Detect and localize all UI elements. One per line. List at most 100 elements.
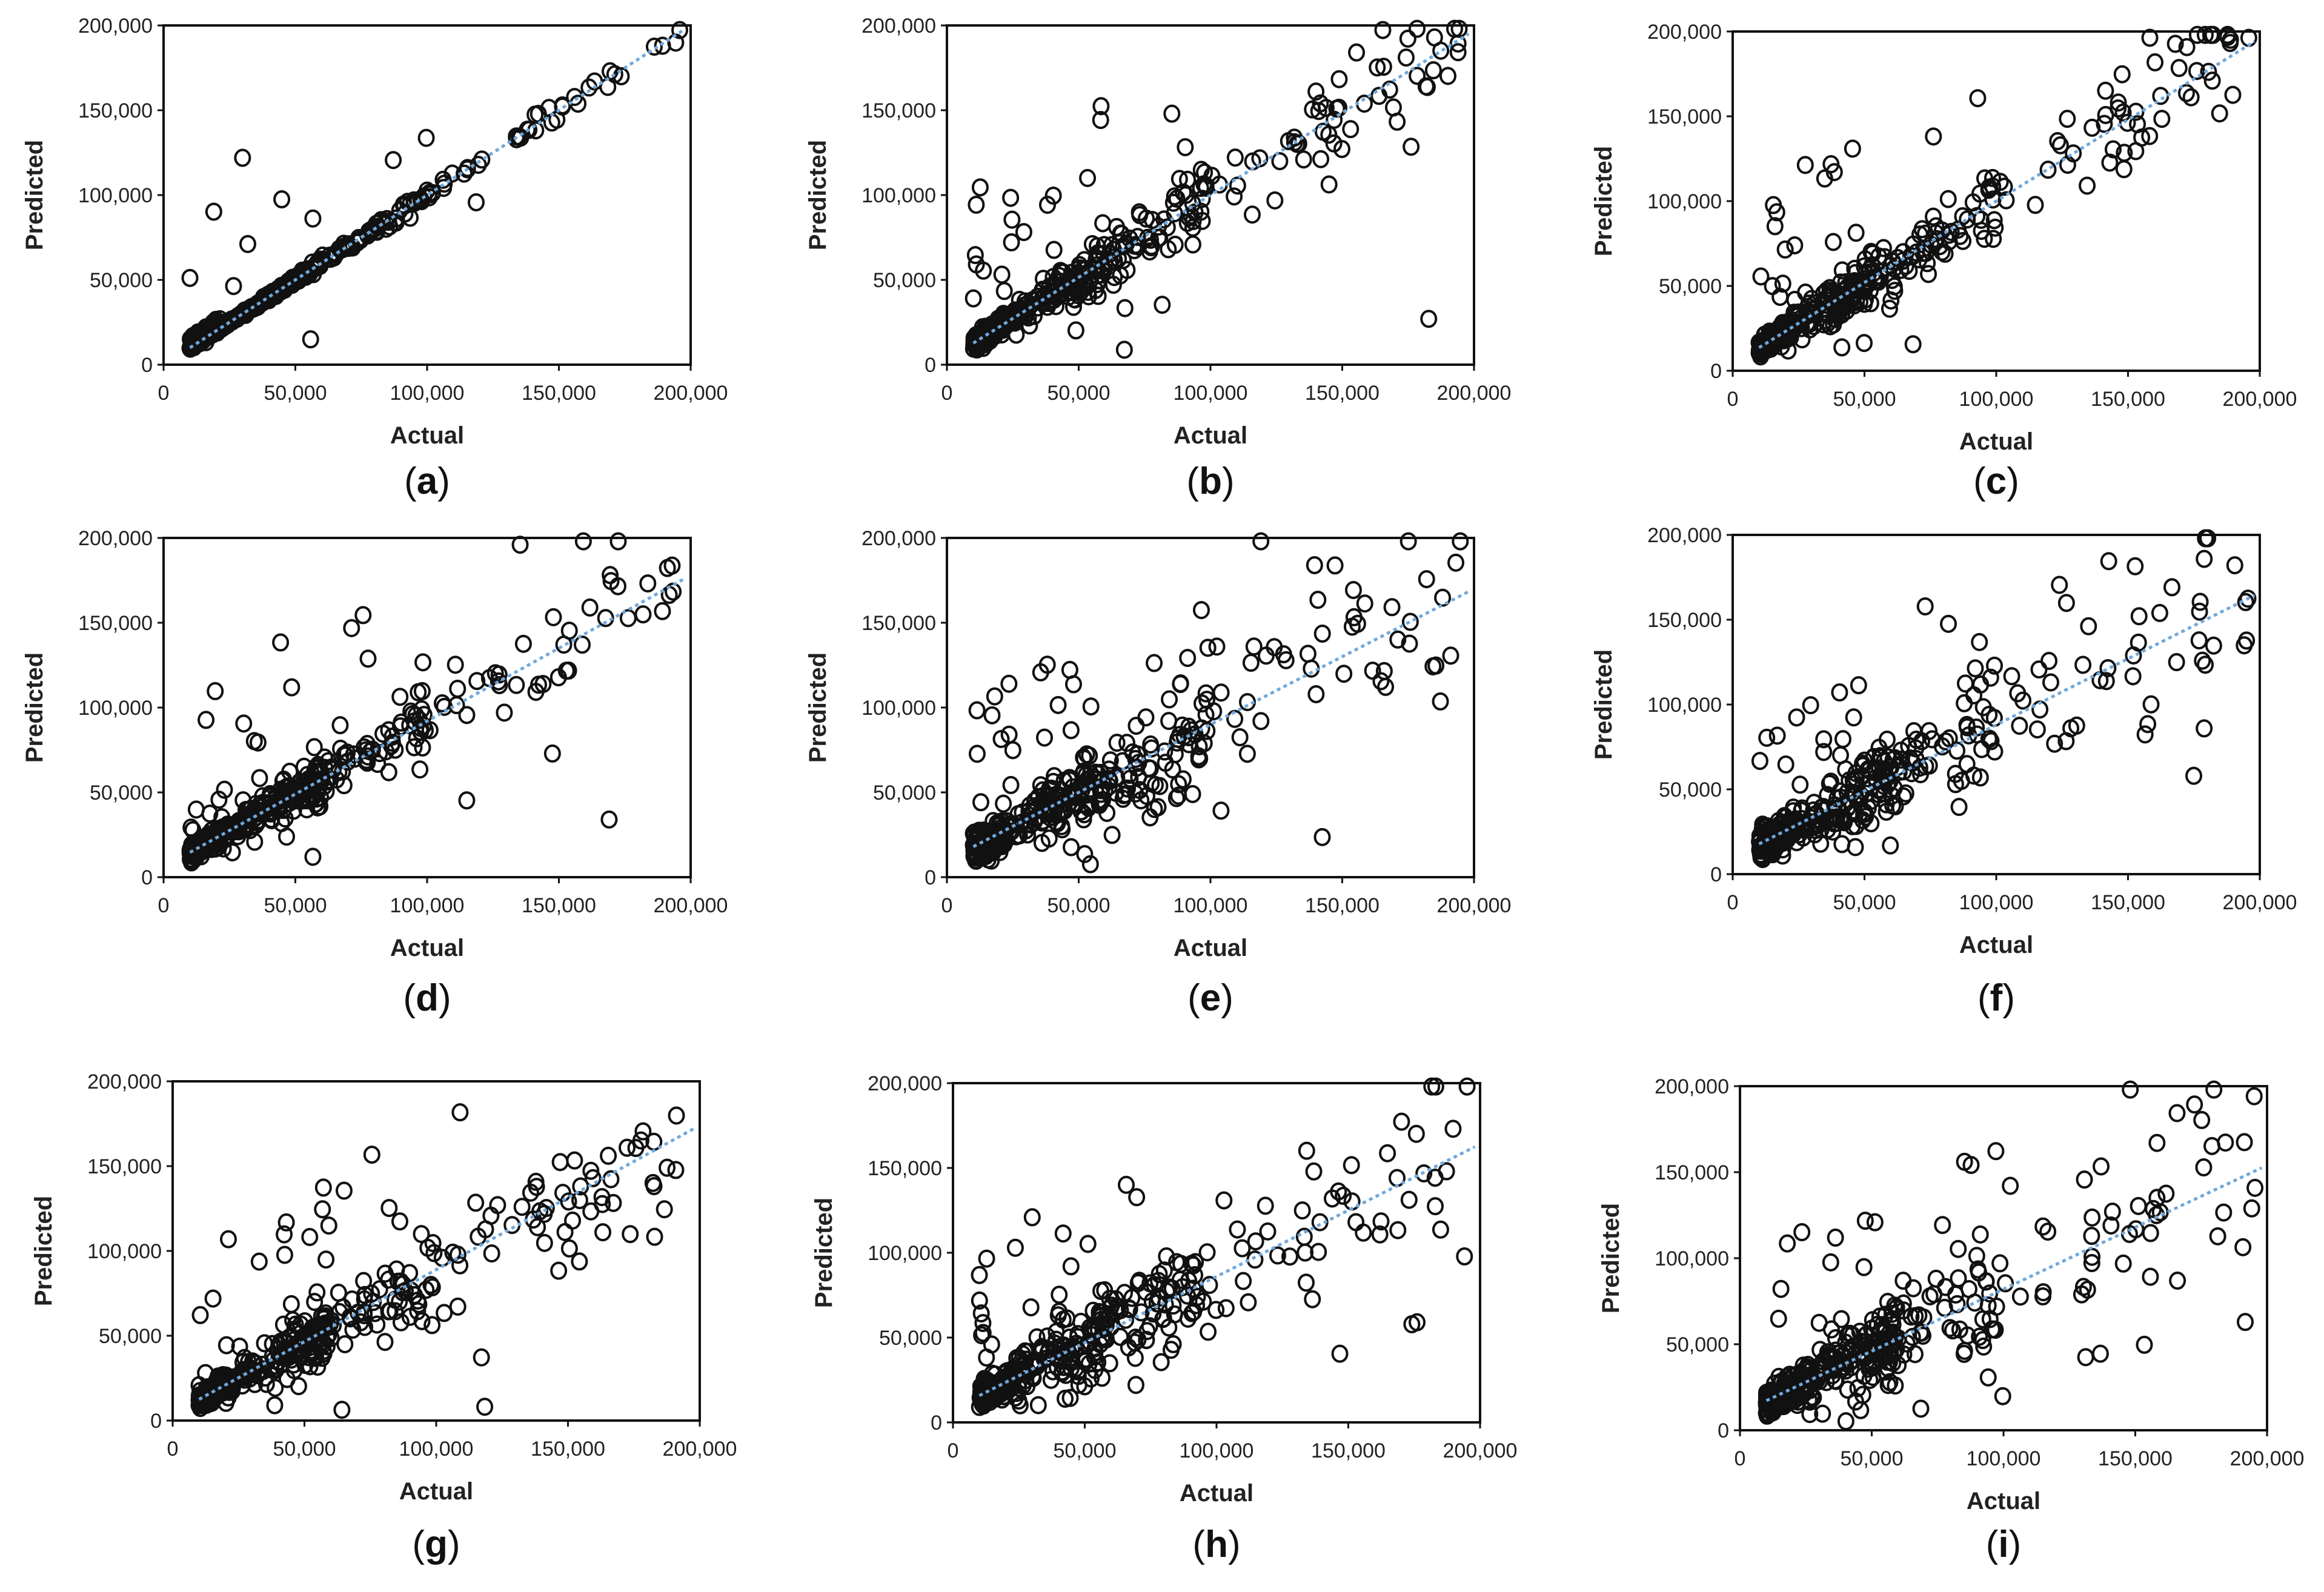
data-point — [995, 794, 1012, 813]
data-point — [1916, 597, 1934, 615]
data-point — [1364, 662, 1381, 680]
data-point — [339, 752, 357, 771]
data-point — [2002, 1176, 2019, 1195]
panel-label: (i) — [1986, 1524, 2022, 1565]
data-point — [1389, 630, 1407, 649]
data-point — [2136, 725, 2154, 744]
data-point — [1090, 792, 1107, 811]
data-point — [282, 1295, 300, 1313]
panel-letter: b — [1199, 460, 1222, 502]
data-point — [1044, 186, 1062, 205]
data-point — [1170, 775, 1187, 794]
y-tick-label: 200,000 — [78, 15, 153, 38]
data-point — [2215, 1203, 2233, 1222]
data-point — [2245, 1087, 2263, 1106]
data-point — [408, 729, 425, 748]
data-point — [1257, 1196, 1274, 1215]
panel-letter: e — [1200, 977, 1221, 1019]
data-point — [1847, 804, 1864, 823]
data-point — [2039, 1222, 2057, 1241]
data-point — [1047, 785, 1065, 804]
data-point — [251, 769, 268, 788]
data-point — [1310, 102, 1327, 121]
data-point — [2027, 196, 2044, 214]
data-point — [1399, 29, 1416, 48]
data-point — [1847, 817, 1865, 835]
data-point — [1884, 796, 1902, 815]
data-point — [1295, 150, 1312, 169]
data-point — [2168, 653, 2185, 672]
data-point — [555, 635, 573, 654]
data-point — [1937, 732, 1954, 751]
data-point — [536, 1233, 553, 1252]
data-point — [371, 744, 388, 763]
x-axis-title: Actual — [1959, 428, 2033, 455]
data-point — [545, 608, 562, 626]
data-point — [248, 812, 265, 831]
data-point — [246, 809, 264, 828]
data-point — [1806, 294, 1824, 313]
data-point — [581, 598, 599, 617]
data-point — [2178, 38, 2196, 56]
data-point — [2139, 715, 2157, 734]
data-point — [1043, 779, 1060, 798]
data-point — [2034, 1283, 2052, 1302]
data-point — [1076, 844, 1094, 863]
y-tick-label: 100,000 — [1655, 1247, 1729, 1270]
data-point — [267, 1379, 284, 1398]
data-point — [447, 655, 464, 674]
data-point — [1822, 1253, 1839, 1272]
data-point — [1423, 1077, 1441, 1096]
data-point — [1313, 624, 1331, 643]
data-point — [406, 1286, 423, 1305]
data-point — [1306, 556, 1323, 574]
data-point — [190, 333, 208, 351]
y-tick-label: 0 — [1710, 360, 1722, 383]
data-point — [196, 1391, 214, 1410]
scatter-panel-f: 0 50,000 100,000 150,000 200,000 0 50,000 100,0… — [1590, 524, 2297, 1019]
data-point — [2114, 1254, 2132, 1273]
data-point — [490, 665, 508, 684]
panel-label-close: ) — [1221, 977, 1233, 1019]
data-point — [995, 282, 1013, 300]
data-point — [1238, 693, 1256, 712]
panel-label-close: ) — [439, 977, 451, 1019]
data-point — [1083, 235, 1101, 254]
data-point — [1432, 1220, 1449, 1239]
data-point — [1761, 1398, 1779, 1417]
data-point — [421, 721, 439, 740]
data-point — [1006, 1238, 1024, 1257]
data-point — [1062, 721, 1080, 740]
data-point — [2102, 1216, 2120, 1235]
data-point — [1064, 675, 1082, 694]
scatter-panel-g: 0 50,000 100,000 150,000 200,000 0 50,000 100,0… — [30, 1070, 737, 1565]
x-tick-label: 200,000 — [654, 894, 728, 917]
data-point — [1879, 1293, 1896, 1312]
data-point — [1944, 1321, 1961, 1340]
data-point — [1000, 674, 1018, 693]
data-point — [1132, 1303, 1150, 1322]
data-point — [1155, 1261, 1173, 1280]
data-point — [1333, 140, 1350, 159]
data-point — [1941, 1319, 1959, 1338]
data-point — [2074, 1278, 2092, 1296]
data-point — [1912, 1399, 1930, 1418]
data-point — [1057, 1389, 1074, 1408]
data-point — [2239, 589, 2257, 608]
data-point — [342, 1309, 359, 1328]
data-point — [1117, 1310, 1135, 1329]
data-point — [1226, 187, 1243, 206]
data-point — [1170, 170, 1188, 188]
data-point — [1759, 1405, 1777, 1424]
data-point — [1160, 240, 1177, 259]
data-point — [1166, 187, 1183, 206]
data-point — [1841, 771, 1858, 790]
scatter-panel-e: 0 50,000 100,000 150,000 200,000 0 50,000 100,0… — [805, 527, 1511, 1019]
data-point — [1356, 594, 1373, 613]
data-point — [1229, 1220, 1246, 1239]
data-point — [1116, 299, 1134, 317]
data-point — [2151, 1203, 2169, 1222]
data-point — [456, 164, 473, 183]
panel-label-close: ) — [437, 460, 450, 502]
x-tick-label: 0 — [941, 382, 953, 405]
